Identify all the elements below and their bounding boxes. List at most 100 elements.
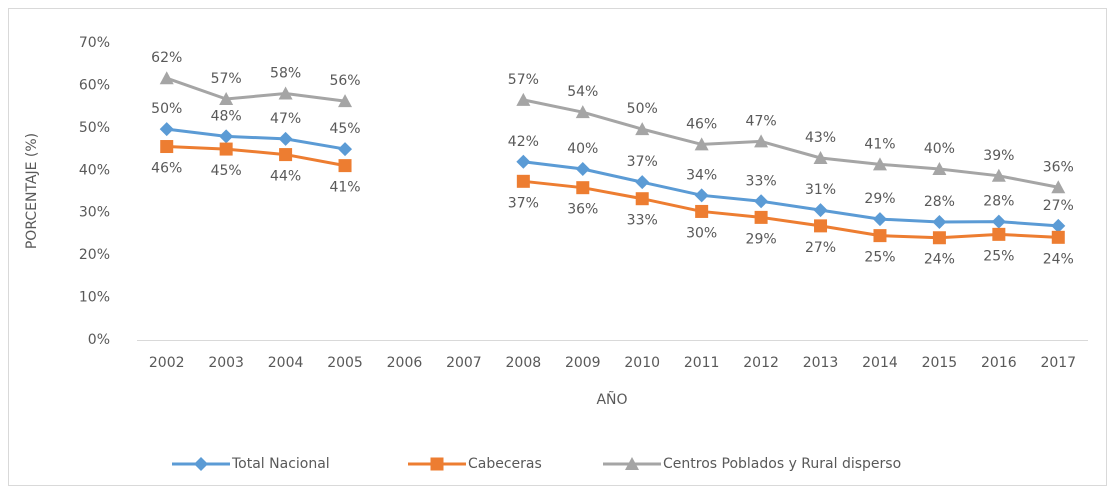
- x-tick-label: 2014: [862, 355, 898, 371]
- marker: [575, 105, 590, 119]
- legend-label: Cabeceras: [468, 456, 542, 472]
- marker: [160, 140, 174, 154]
- marker: [932, 215, 947, 230]
- x-tick-label: 2012: [743, 355, 779, 371]
- data-label: 47%: [270, 111, 301, 127]
- marker: [992, 227, 1006, 241]
- marker: [872, 157, 887, 171]
- data-label: 50%: [151, 101, 182, 117]
- data-label: 50%: [627, 101, 658, 117]
- marker: [219, 142, 233, 156]
- marker: [991, 214, 1006, 229]
- x-tick-label: 2009: [565, 355, 601, 371]
- y-tick-label: 10%: [79, 290, 110, 306]
- x-tick-label: 2004: [268, 355, 304, 371]
- data-label: 44%: [270, 169, 301, 185]
- marker: [991, 168, 1006, 182]
- marker: [754, 134, 769, 148]
- data-label: 39%: [983, 148, 1014, 164]
- data-label: 48%: [211, 108, 242, 124]
- marker: [278, 86, 293, 100]
- marker: [575, 162, 590, 177]
- x-tick-label: 2007: [446, 355, 482, 371]
- series-line: [166, 127, 1059, 228]
- data-label: 36%: [1043, 159, 1074, 175]
- marker: [754, 210, 768, 224]
- legend-label: Total Nacional: [231, 456, 330, 472]
- marker: [159, 71, 174, 85]
- data-label: 29%: [746, 231, 777, 247]
- series-line: [166, 76, 1059, 189]
- marker: [159, 122, 174, 137]
- x-tick-label: 2016: [981, 355, 1017, 371]
- marker: [278, 131, 293, 146]
- data-label: 57%: [508, 72, 539, 88]
- x-tick-label: 2003: [208, 355, 244, 371]
- series-line: [166, 145, 1059, 240]
- data-label: 29%: [864, 191, 895, 207]
- x-tick-label: 2005: [327, 355, 363, 371]
- x-tick-label: 2013: [803, 355, 839, 371]
- data-label: 57%: [211, 71, 242, 87]
- data-label: 34%: [686, 167, 717, 183]
- x-axis-title: AÑO: [596, 391, 627, 408]
- x-tick-label: 2010: [624, 355, 660, 371]
- marker: [932, 231, 946, 245]
- marker: [338, 159, 352, 173]
- data-label: 40%: [567, 141, 598, 157]
- y-tick-label: 70%: [79, 35, 110, 51]
- data-label: 58%: [270, 65, 301, 81]
- marker: [635, 192, 649, 206]
- marker: [873, 229, 887, 243]
- data-label: 46%: [151, 161, 182, 177]
- data-label: 54%: [567, 84, 598, 100]
- data-label: 56%: [329, 73, 360, 89]
- data-label: 30%: [686, 225, 717, 241]
- marker: [219, 92, 234, 106]
- marker: [338, 94, 353, 108]
- data-label: 25%: [983, 248, 1014, 264]
- data-label: 28%: [924, 194, 955, 210]
- data-label: 41%: [329, 180, 360, 196]
- data-label: 47%: [746, 113, 777, 129]
- legend-label: Centros Poblados y Rural disperso: [663, 456, 901, 472]
- data-label: 24%: [924, 252, 955, 268]
- marker: [635, 175, 650, 190]
- data-label: 31%: [805, 182, 836, 198]
- x-tick-label: 2008: [506, 355, 542, 371]
- x-tick-label: 2002: [149, 355, 185, 371]
- marker: [695, 204, 709, 218]
- data-label: 37%: [508, 195, 539, 211]
- y-tick-label: 0%: [88, 332, 110, 348]
- marker: [279, 148, 293, 162]
- data-label: 25%: [864, 250, 895, 266]
- data-label: 37%: [627, 154, 658, 170]
- data-label: 43%: [805, 130, 836, 146]
- data-label: 36%: [567, 202, 598, 218]
- y-tick-label: 60%: [79, 77, 110, 93]
- marker: [516, 92, 531, 106]
- data-label: 28%: [983, 194, 1014, 210]
- data-label: 33%: [746, 173, 777, 189]
- marker: [814, 219, 828, 233]
- y-tick-label: 30%: [79, 205, 110, 221]
- data-label: 27%: [1043, 198, 1074, 214]
- x-tick-label: 2011: [684, 355, 720, 371]
- marker: [430, 457, 444, 471]
- y-axis-title: PORCENTAJE (%): [24, 133, 40, 249]
- data-label: 46%: [686, 116, 717, 132]
- y-tick-label: 20%: [79, 247, 110, 263]
- data-label: 40%: [924, 141, 955, 157]
- marker: [932, 162, 947, 176]
- marker: [813, 150, 828, 164]
- marker: [338, 142, 353, 157]
- marker: [635, 122, 650, 136]
- data-label: 33%: [627, 213, 658, 229]
- data-label: 42%: [508, 134, 539, 150]
- data-label: 62%: [151, 50, 182, 66]
- marker: [1051, 218, 1066, 233]
- marker: [754, 194, 769, 209]
- marker: [219, 129, 234, 144]
- data-label: 45%: [329, 121, 360, 137]
